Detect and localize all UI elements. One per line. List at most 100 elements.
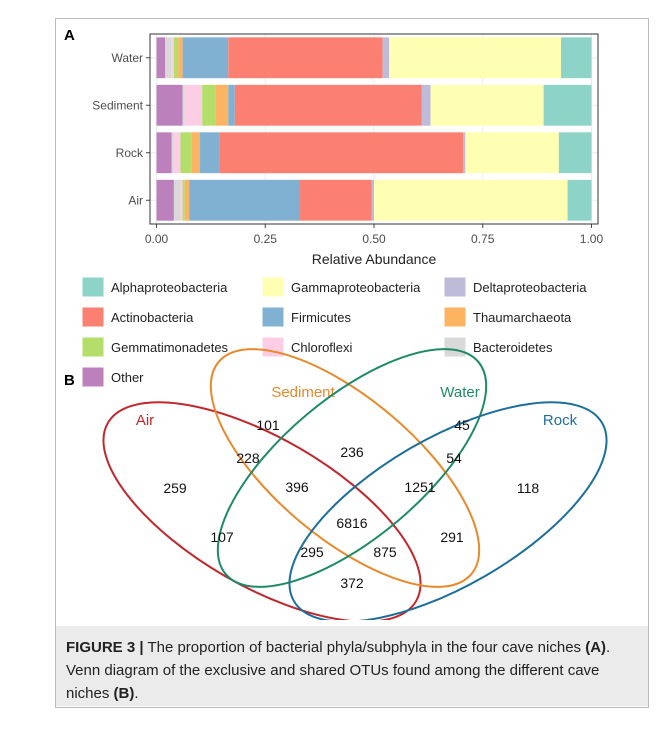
x-tick-label: 0.50 — [362, 232, 386, 246]
y-tick-label: Water — [111, 51, 143, 65]
legend-swatch — [261, 306, 285, 328]
y-tick-label: Air — [128, 193, 143, 207]
x-tick-label: 0.25 — [254, 232, 278, 246]
bar-segment — [191, 132, 201, 174]
caption-text: . Venn diagram of the exclusive and shar… — [66, 639, 611, 702]
venn-count: 228 — [236, 450, 260, 466]
x-tick-label: 0.75 — [471, 232, 495, 246]
legend-swatch — [443, 276, 467, 298]
venn-count: 372 — [340, 575, 364, 591]
legend-label: Gemmatimonadetes — [111, 340, 229, 355]
legend-swatch — [443, 336, 467, 358]
bar-segment — [189, 179, 301, 221]
x-axis-label: Relative Abundance — [312, 251, 437, 267]
caption-ref: (A) — [585, 639, 607, 656]
legend-label: Bacteroidetes — [473, 340, 553, 355]
legend-swatch — [443, 306, 467, 328]
venn-count: 291 — [440, 529, 464, 545]
bar-segment — [182, 84, 185, 126]
bar-segment — [463, 132, 466, 174]
bar-segment — [374, 179, 568, 221]
venn-set-label: Sediment — [271, 384, 335, 401]
legend-swatch — [81, 276, 105, 298]
venn-count: 259 — [163, 480, 187, 496]
bar-segment — [202, 84, 216, 126]
venn-count: 6816 — [336, 515, 367, 531]
panel-label: B — [64, 372, 75, 389]
legend-swatch — [81, 306, 105, 328]
bar-segment — [567, 179, 592, 221]
bar-segment — [465, 132, 559, 174]
legend-swatch — [261, 276, 285, 298]
bar-segment — [200, 132, 220, 174]
venn-count: 54 — [446, 450, 462, 466]
bar-segment — [421, 84, 431, 126]
figure: A B 0.00 0.25 0.50 0.75 1.00 Relative Abundan… — [64, 27, 608, 620]
legend-label: Actinobacteria — [111, 310, 194, 325]
bar-segment — [371, 179, 374, 221]
bar-segment — [173, 179, 181, 221]
venn-count: 118 — [517, 480, 540, 496]
venn-count: 45 — [454, 417, 470, 433]
x-tick-label: 1.00 — [580, 232, 604, 246]
bar-segment — [182, 37, 229, 79]
bar-segment — [558, 132, 592, 174]
bar-segment — [430, 84, 544, 126]
venn-count: 295 — [300, 544, 324, 560]
bar-segment — [219, 132, 464, 174]
bar-segment — [389, 37, 562, 79]
venn-set-label: Rock — [543, 412, 578, 429]
bar-segment — [215, 84, 229, 126]
legend-label: Other — [111, 370, 144, 385]
bar-segment — [180, 132, 192, 174]
bar-segment — [228, 37, 383, 79]
bar-segment — [228, 84, 235, 126]
bar-segment — [156, 132, 172, 174]
venn-count: 1251 — [404, 479, 435, 495]
venn-count: 236 — [340, 444, 364, 460]
venn-set-label: Water — [440, 384, 479, 401]
bar-segment — [184, 179, 190, 221]
venn-set — [209, 348, 481, 588]
caption-label: FIGURE 3 | — [66, 639, 144, 656]
venn-set — [102, 401, 422, 620]
y-tick-label: Sediment — [92, 98, 143, 112]
bar-segment — [300, 179, 372, 221]
panel-label: A — [64, 27, 75, 44]
bar-segment — [165, 37, 172, 79]
venn-set-label: Air — [136, 412, 154, 429]
venn-set — [288, 401, 608, 620]
bar-segment — [543, 84, 592, 126]
legend-label: Firmicutes — [291, 310, 351, 325]
x-tick-label: 0.00 — [145, 232, 169, 246]
venn-count: 101 — [256, 417, 280, 433]
bar-segment — [234, 84, 422, 126]
bar-segment — [561, 37, 592, 79]
bar-segment — [382, 37, 390, 79]
caption-ref: (B) — [113, 685, 135, 702]
bar-segment — [156, 37, 166, 79]
figure-frame — [55, 18, 649, 708]
legend-swatch — [81, 366, 105, 388]
bar-segment — [182, 179, 185, 221]
venn-set — [216, 348, 488, 588]
legend-label: Thaumarchaeota — [473, 310, 572, 325]
y-tick-label: Rock — [116, 146, 144, 160]
legend-label: Deltaproteobacteria — [473, 280, 587, 295]
caption: FIGURE 3 | The proportion of bacterial p… — [56, 626, 648, 706]
plot-border — [149, 33, 599, 225]
legend-label: Gammaproteobacteria — [291, 280, 421, 295]
bar-segment — [184, 84, 203, 126]
venn-count: 396 — [285, 479, 309, 495]
bar-segment — [156, 84, 183, 126]
bar-segment — [173, 132, 181, 174]
bar-segment — [173, 37, 179, 79]
bar-segment — [178, 37, 183, 79]
venn-count: 875 — [373, 544, 397, 560]
caption-text: The proportion of bacterial phyla/subphy… — [143, 639, 586, 656]
venn-count: 107 — [210, 529, 234, 545]
bar-segment — [156, 179, 174, 221]
legend-label: Chloroflexi — [291, 340, 353, 355]
bar-segment — [180, 179, 183, 221]
